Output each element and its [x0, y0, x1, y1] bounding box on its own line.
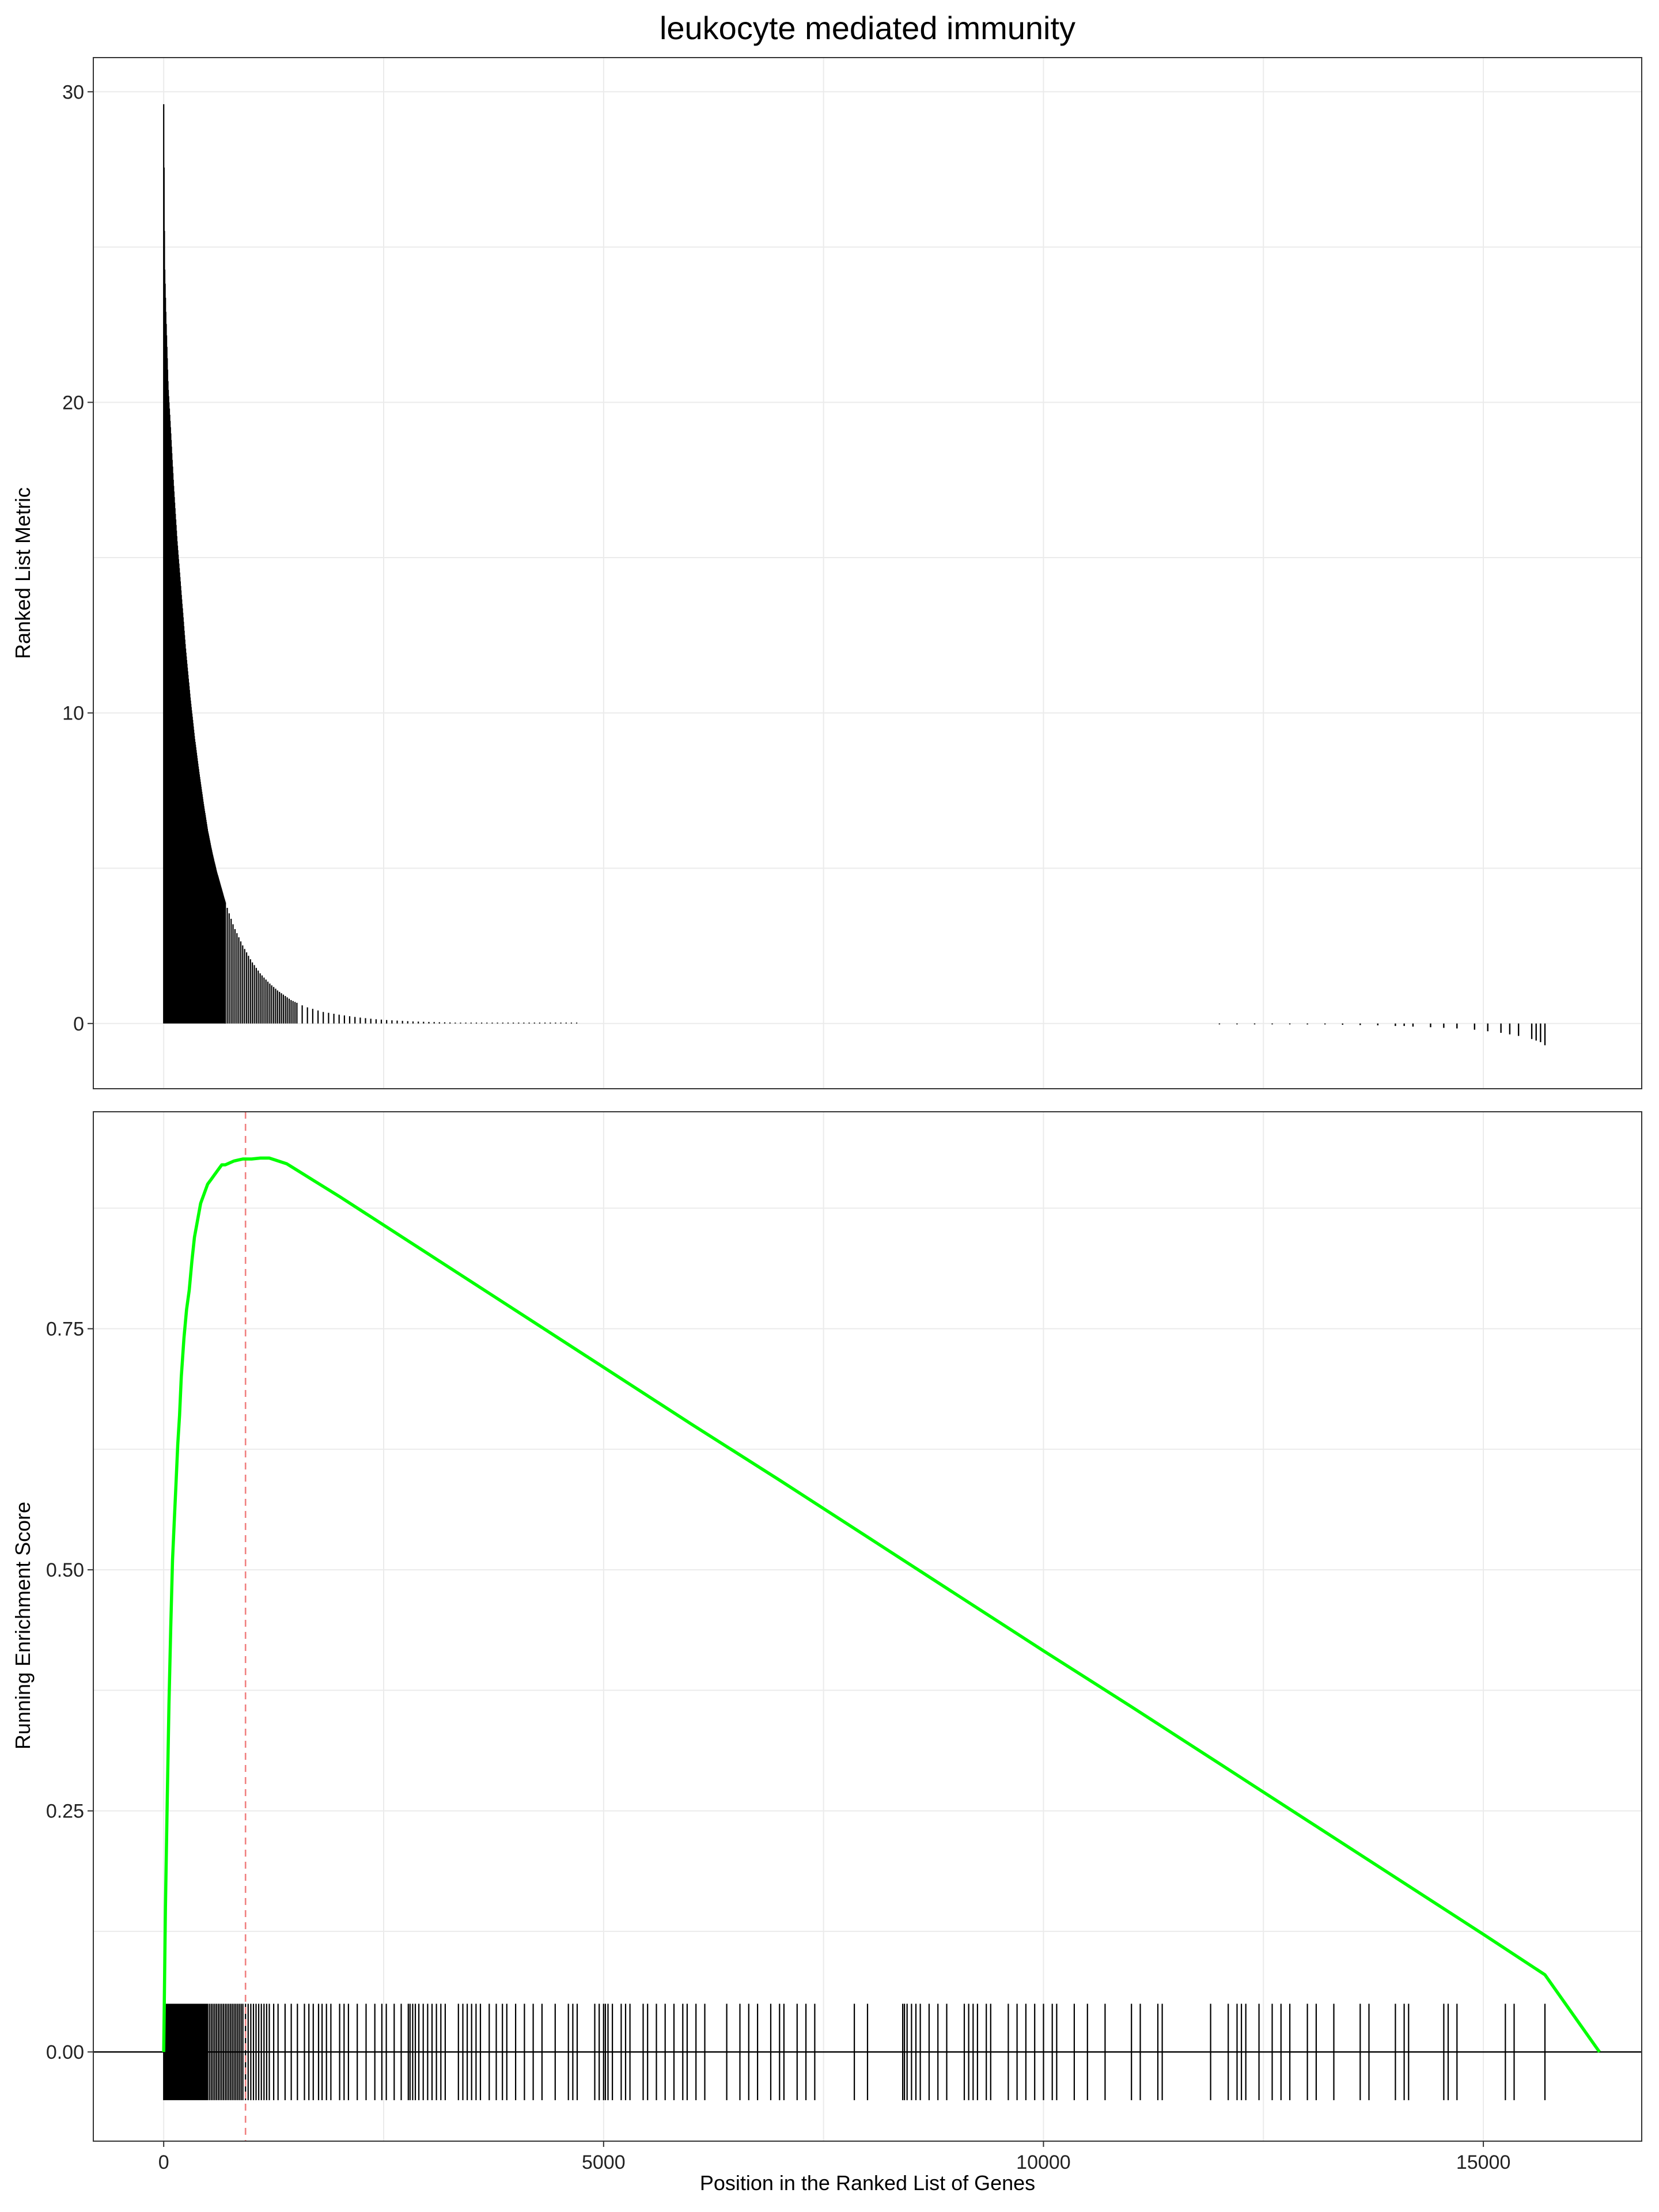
running-score-lines [93, 1112, 1642, 2141]
bottom-panel-border [93, 1111, 1642, 2142]
bottom-x-ticks: 0 5000 10000 15000 [158, 2141, 1511, 2173]
bottom-y-tick-label: 0.25 [46, 1801, 84, 1823]
x-tick-label: 0 [158, 2152, 169, 2173]
x-tick-label: 15000 [1456, 2152, 1511, 2173]
top-y-tick-label: 10 [62, 703, 84, 725]
top-y-tick-label: 0 [73, 1013, 84, 1035]
chart-title: leukocyte mediated immunity [660, 10, 1075, 46]
bottom-y-tick-label: 0.75 [46, 1319, 84, 1340]
running-score-panel: 0.00 0.25 0.50 0.75 0 5000 10000 15000 [46, 1111, 1642, 2173]
running-enrichment-score-line [162, 1156, 1601, 2053]
top-grid [93, 58, 1642, 1089]
top-y-tick-label: 30 [62, 81, 84, 103]
ranked-metric-bars-head [163, 104, 226, 1024]
top-y-tick-label: 20 [62, 392, 84, 414]
bottom-y-tick-label: 0.00 [46, 2041, 84, 2063]
top-y-ticks: 0 10 20 30 [62, 81, 93, 1035]
x-tick-label: 5000 [582, 2152, 626, 2173]
top-panel-border [93, 57, 1642, 1089]
bottom-y-ticks: 0.00 0.25 0.50 0.75 [46, 1319, 93, 2063]
ranked-metric-panel: 0 10 20 30 [62, 57, 1642, 1089]
ranked-metric-bars-tail [225, 902, 578, 1024]
ranked-metric-bars [163, 104, 1546, 1046]
bottom-y-axis-label: Running Enrichment Score [11, 1502, 35, 1749]
x-axis-label: Position in the Ranked List of Genes [700, 2171, 1035, 2195]
top-y-axis-label: Ranked List Metric [11, 487, 35, 659]
bottom-y-tick-label: 0.50 [46, 1559, 84, 1581]
x-tick-label: 10000 [1016, 2152, 1071, 2173]
